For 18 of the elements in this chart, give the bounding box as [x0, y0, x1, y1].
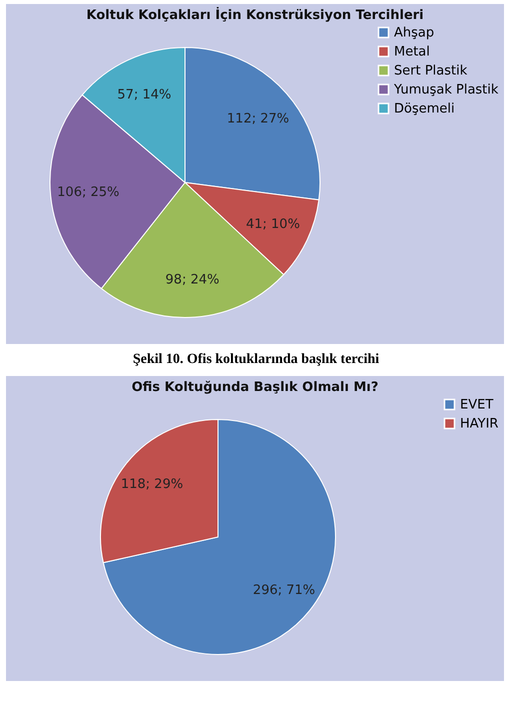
data-label: 41; 10% — [246, 216, 300, 232]
data-label: 106; 25% — [57, 185, 120, 200]
legend-label: HAYIR — [460, 416, 498, 432]
chart-title: Ofis Koltuğunda Başlık Olmalı Mı? — [132, 380, 378, 395]
text: Şekil 10. Ofis koltuklarında başlık tercihi — [132, 352, 380, 368]
data-label: 118; 29% — [120, 477, 184, 492]
legend-label: Sert Plastik — [394, 64, 468, 78]
data-label: 112; 27% — [226, 111, 290, 126]
legend-label: Metal — [394, 44, 430, 60]
legend-label: Yumuşak Plastik — [393, 82, 499, 98]
data-label: 98; 24% — [165, 272, 220, 288]
pie-slice — [102, 419, 336, 655]
legend-label: Ahşap — [394, 26, 434, 40]
legend-label: Döşemeli — [394, 102, 455, 116]
legend-label: EVET — [460, 398, 494, 412]
data-label: 57; 14% — [117, 87, 172, 102]
chart-title: Koltuk Kolçakları İçin Konstrüksiyon Tercihleri — [86, 6, 424, 23]
data-label: 296; 71% — [252, 582, 316, 598]
